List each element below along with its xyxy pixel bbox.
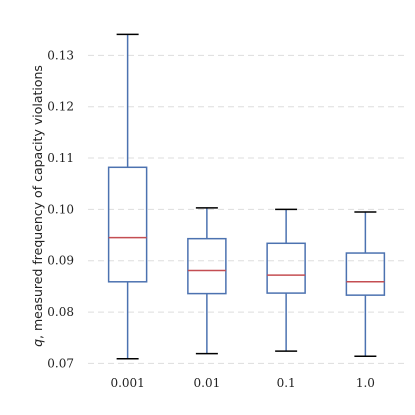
boxes	[107, 33, 386, 360]
y-axis-label: q, measured frequency of capacity violat…	[30, 65, 45, 347]
x-tick-label: 0.001	[110, 376, 144, 390]
y-tick-label: 0.09	[47, 254, 74, 268]
iqr-box	[345, 252, 386, 296]
y-tick-label: 0.13	[47, 48, 74, 62]
y-tick-label: 0.08	[47, 305, 74, 319]
box-group	[187, 207, 227, 355]
y-tick-label: 0.11	[47, 151, 74, 165]
y-axis-label-symbol: q	[30, 339, 45, 347]
iqr-box	[107, 166, 148, 283]
x-tick-label: 0.1	[277, 376, 296, 390]
y-tick-labels: 0.07 0.08 0.09 0.10 0.11 0.12 0.13	[47, 48, 74, 370]
box-group	[266, 208, 306, 352]
y-tick-label: 0.07	[47, 356, 74, 370]
box-group	[107, 33, 148, 360]
y-tick-label: 0.12	[47, 100, 74, 114]
x-tick-label: 0.01	[194, 376, 221, 390]
y-tick-label: 0.10	[47, 202, 74, 216]
x-tick-labels: 0.001 0.01 0.1 1.0	[110, 376, 374, 390]
box-group	[345, 211, 386, 357]
y-axis-label-text: , measured frequency of capacity violati…	[30, 65, 45, 339]
x-tick-label: 1.0	[356, 376, 375, 390]
grid-lines	[88, 54, 405, 364]
iqr-box	[266, 242, 306, 294]
iqr-box	[187, 237, 227, 295]
